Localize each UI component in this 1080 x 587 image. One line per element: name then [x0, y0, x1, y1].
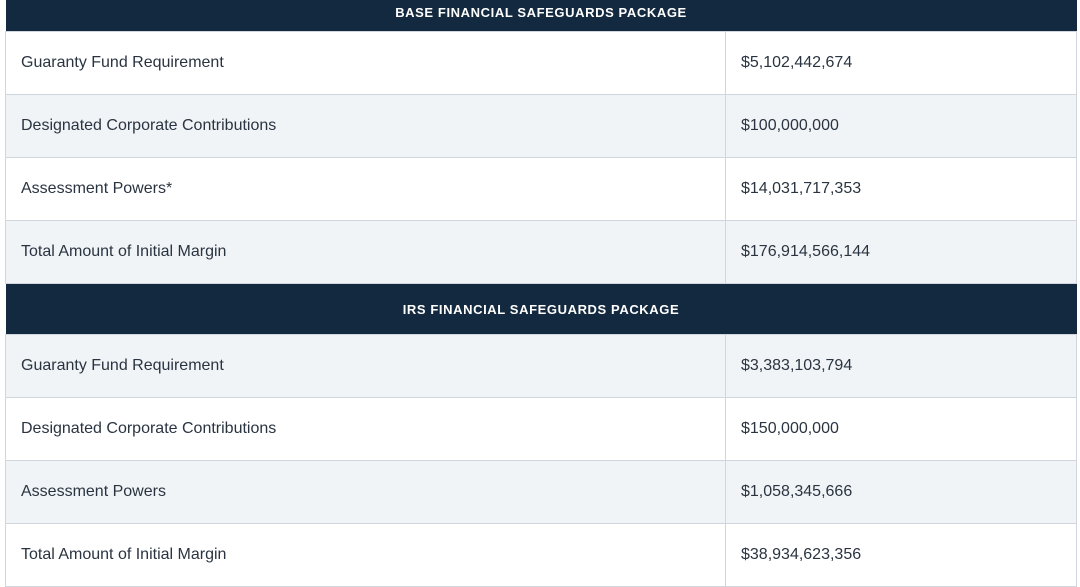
row-label: Assessment Powers — [5, 460, 726, 524]
row-value: $3,383,103,794 — [725, 334, 1077, 398]
row-label: Designated Corporate Contributions — [5, 94, 726, 158]
table-row: Assessment Powers $1,058,345,666 — [5, 460, 1077, 524]
financial-safeguards-table: BASE FINANCIAL SAFEGUARDS PACKAGE Guaran… — [5, 0, 1077, 587]
table-row: Designated Corporate Contributions $150,… — [5, 397, 1077, 461]
table-row: Guaranty Fund Requirement $3,383,103,794 — [5, 334, 1077, 398]
row-value: $150,000,000 — [725, 397, 1077, 461]
section-header-base: BASE FINANCIAL SAFEGUARDS PACKAGE — [5, 0, 1077, 32]
section-title: IRS FINANCIAL SAFEGUARDS PACKAGE — [5, 283, 1077, 335]
row-label: Guaranty Fund Requirement — [5, 31, 726, 95]
table-row: Guaranty Fund Requirement $5,102,442,674 — [5, 31, 1077, 95]
row-value: $1,058,345,666 — [725, 460, 1077, 524]
row-value: $38,934,623,356 — [725, 523, 1077, 587]
row-label: Assessment Powers* — [5, 157, 726, 221]
row-value: $5,102,442,674 — [725, 31, 1077, 95]
table-row: Designated Corporate Contributions $100,… — [5, 94, 1077, 158]
financial-safeguards-table-container: BASE FINANCIAL SAFEGUARDS PACKAGE Guaran… — [5, 0, 1077, 587]
table-row: Total Amount of Initial Margin $176,914,… — [5, 220, 1077, 284]
row-value: $176,914,566,144 — [725, 220, 1077, 284]
row-label: Total Amount of Initial Margin — [5, 523, 726, 587]
row-label: Guaranty Fund Requirement — [5, 334, 726, 398]
section-title: BASE FINANCIAL SAFEGUARDS PACKAGE — [5, 0, 1077, 32]
row-value: $100,000,000 — [725, 94, 1077, 158]
table-row: Total Amount of Initial Margin $38,934,6… — [5, 523, 1077, 587]
row-label: Designated Corporate Contributions — [5, 397, 726, 461]
section-header-irs: IRS FINANCIAL SAFEGUARDS PACKAGE — [5, 283, 1077, 335]
row-label: Total Amount of Initial Margin — [5, 220, 726, 284]
table-row: Assessment Powers* $14,031,717,353 — [5, 157, 1077, 221]
row-value: $14,031,717,353 — [725, 157, 1077, 221]
